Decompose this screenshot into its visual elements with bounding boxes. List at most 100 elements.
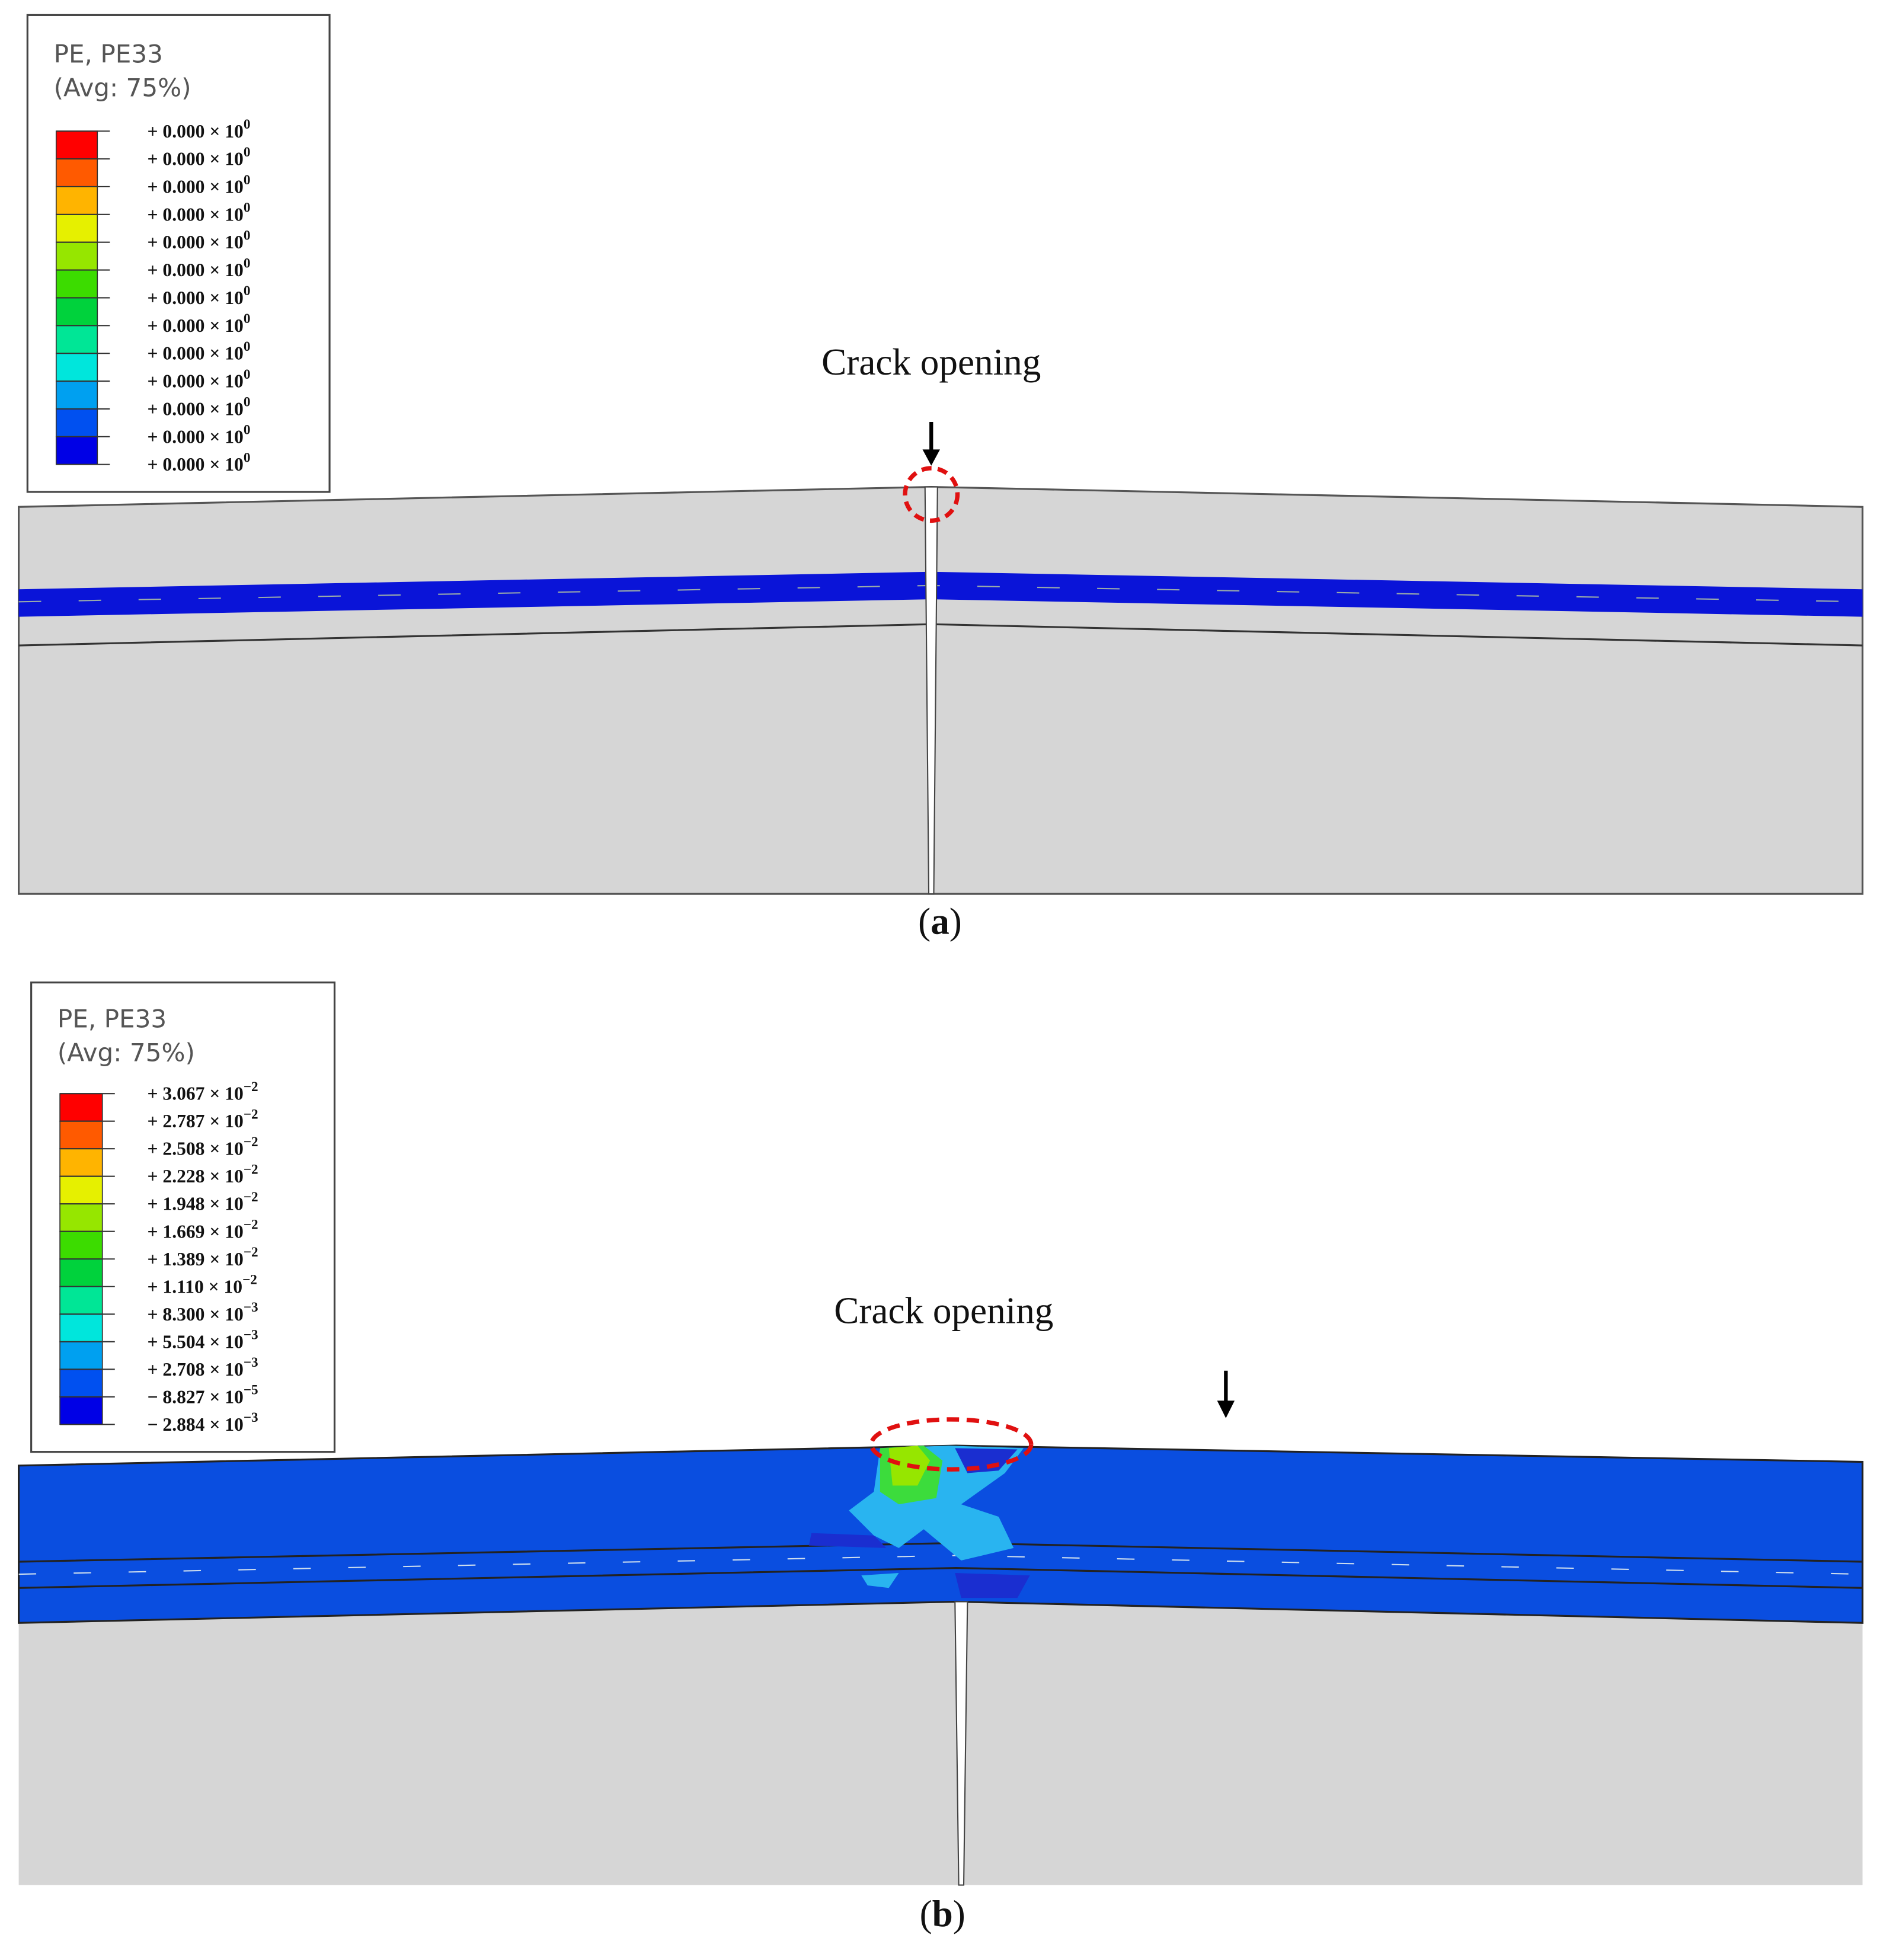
caption-part: a — [931, 901, 949, 942]
legend-label: + 0.000 × 100 — [148, 311, 251, 336]
legend-mantissa: − 2.884 × 10 — [148, 1414, 244, 1435]
caption-part: b — [932, 1893, 953, 1935]
legend-mantissa: + 0.000 × 10 — [148, 343, 244, 364]
legend-exponent: −3 — [244, 1300, 258, 1315]
annotation: Crack opening — [834, 1290, 1053, 1332]
legend-label: + 0.000 × 100 — [148, 395, 251, 420]
legend-exponent: 0 — [244, 117, 251, 132]
legend-label: + 2.708 × 10−3 — [148, 1355, 258, 1380]
legend-label: + 0.000 × 100 — [148, 423, 251, 447]
legend-label: + 0.000 × 100 — [148, 172, 251, 197]
legend-label: + 0.000 × 100 — [148, 367, 251, 392]
legend-label: + 1.110 × 10−2 — [148, 1272, 257, 1297]
legend-mantissa: + 5.504 × 10 — [148, 1331, 244, 1352]
caption-part: ) — [953, 1893, 965, 1935]
legend-exponent: −3 — [244, 1410, 258, 1425]
legend-title: (Avg: 75%) — [57, 1038, 195, 1067]
legend-title: (Avg: 75%) — [54, 73, 191, 102]
legend-exponent: −2 — [244, 1190, 258, 1205]
legend-exponent: −3 — [244, 1328, 258, 1343]
legend-mantissa: + 0.000 × 10 — [148, 315, 244, 336]
legend-mantissa: + 2.508 × 10 — [148, 1139, 244, 1159]
legend-exponent: −2 — [244, 1079, 258, 1095]
legend-label: + 1.669 × 10−2 — [148, 1217, 258, 1242]
legend-mantissa: + 2.787 × 10 — [148, 1111, 244, 1131]
legend-exponent: −2 — [244, 1217, 258, 1233]
legend-mantissa: + 0.000 × 10 — [148, 260, 244, 280]
legend-label: + 0.000 × 100 — [148, 117, 251, 142]
legend-color — [59, 1093, 103, 1122]
legend-label: + 0.000 × 100 — [148, 339, 251, 364]
legend-color — [59, 1175, 103, 1205]
legend-color — [55, 325, 98, 354]
legend-color — [55, 186, 98, 215]
legend-color — [55, 381, 98, 410]
legend-color — [55, 297, 98, 327]
legend-exponent: 0 — [244, 339, 251, 354]
legend-label: + 2.787 × 10−2 — [148, 1107, 258, 1131]
legend-exponent: −2 — [244, 1162, 258, 1177]
legend-exponent: −2 — [244, 1245, 258, 1260]
legend-color — [59, 1120, 103, 1150]
legend-exponent: −2 — [244, 1134, 258, 1150]
legend-label: + 2.508 × 10−2 — [148, 1134, 258, 1159]
legend-exponent: 0 — [244, 367, 251, 382]
legend-mantissa: + 0.000 × 10 — [148, 371, 244, 392]
legend-color — [59, 1258, 103, 1287]
legend-mantissa: + 0.000 × 10 — [148, 454, 244, 475]
legend-exponent: −3 — [244, 1355, 258, 1370]
legend-mantissa: + 8.300 × 10 — [148, 1304, 244, 1325]
legend-mantissa: + 2.228 × 10 — [148, 1166, 244, 1187]
legend-color — [55, 353, 98, 382]
legend-mantissa: + 3.067 × 10 — [148, 1083, 244, 1104]
legend-mantissa: + 2.708 × 10 — [148, 1359, 244, 1380]
legend-color — [55, 408, 98, 437]
legend-color — [55, 158, 98, 187]
legend-label: + 0.000 × 100 — [148, 283, 251, 308]
labels: PE, PE33(Avg: 75%)+ 0.000 × 100+ 0.000 ×… — [26, 14, 1053, 1935]
legend-mantissa: + 0.000 × 10 — [148, 204, 244, 225]
legend-mantissa: + 0.000 × 10 — [148, 232, 244, 252]
legend-color — [59, 1203, 103, 1232]
legend-label: + 8.300 × 10−3 — [148, 1300, 258, 1325]
legend-mantissa: − 8.827 × 10 — [148, 1386, 244, 1407]
legend-mantissa: + 0.000 × 10 — [148, 287, 244, 308]
legend-mantissa: + 0.000 × 10 — [148, 177, 244, 197]
legend-color — [55, 269, 98, 299]
legend-exponent: 0 — [244, 450, 251, 465]
legend-color — [55, 241, 98, 271]
legend-label: + 1.389 × 10−2 — [148, 1245, 258, 1270]
legend-exponent: 0 — [244, 283, 251, 299]
caption: (a) — [918, 901, 962, 942]
legend-exponent: 0 — [244, 172, 251, 188]
caption: (b) — [920, 1893, 965, 1935]
panel-b-model — [18, 1370, 1864, 1886]
legend-label: + 0.000 × 100 — [148, 255, 251, 280]
legend-mantissa: + 0.000 × 10 — [148, 121, 244, 142]
legend-mantissa: + 0.000 × 10 — [148, 149, 244, 170]
legend-color — [55, 214, 98, 243]
legend-exponent: −5 — [244, 1383, 258, 1398]
legend-label: + 0.000 × 100 — [148, 145, 251, 170]
legend-label: + 3.067 × 10−2 — [148, 1079, 258, 1104]
panel-a-model — [18, 422, 1864, 895]
legend-color — [59, 1230, 103, 1260]
legend-color — [55, 436, 98, 465]
legend-exponent: −2 — [244, 1107, 258, 1122]
legend-exponent: −2 — [242, 1272, 257, 1288]
legend-color — [59, 1396, 103, 1425]
legend-exponent: 0 — [244, 200, 251, 216]
legend-color — [59, 1286, 103, 1315]
legend-title: PE, PE33 — [57, 1005, 167, 1034]
legend-label: + 0.000 × 100 — [148, 200, 251, 225]
legend-label: + 0.000 × 100 — [148, 450, 251, 475]
legend-exponent: 0 — [244, 255, 251, 271]
caption-part: ) — [949, 901, 962, 942]
legend-label: + 0.000 × 100 — [148, 228, 251, 252]
legend-exponent: 0 — [244, 311, 251, 327]
legend-color — [59, 1313, 103, 1342]
legend-exponent: 0 — [244, 423, 251, 438]
legend-mantissa: + 1.669 × 10 — [148, 1221, 244, 1242]
